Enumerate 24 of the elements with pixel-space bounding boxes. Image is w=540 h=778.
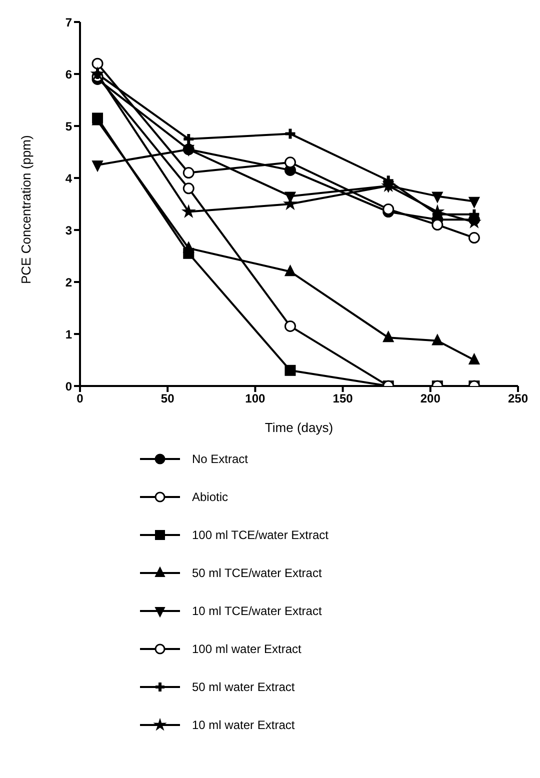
y-tick-label: 1: [65, 327, 72, 342]
legend-label: No Extract: [192, 452, 248, 466]
x-tick-label: 100: [245, 392, 266, 406]
x-tick-label: 0: [76, 392, 84, 406]
legend-label: 50 ml water Extract: [192, 680, 295, 694]
legend-label: 100 ml water Extract: [192, 642, 302, 656]
y-axis-title: PCE Concentration (ppm): [18, 135, 34, 284]
y-tick-label: 2: [65, 275, 72, 290]
legend-label: 10 ml water Extract: [192, 718, 295, 732]
x-tick-label: 50: [160, 392, 175, 406]
y-tick-label: 4: [65, 171, 72, 186]
x-tick-label: 250: [508, 392, 528, 406]
legend-label: Abiotic: [192, 490, 228, 504]
legend-label: 50 ml TCE/water Extract: [192, 566, 322, 580]
legend-label: 100 ml TCE/water Extract: [192, 528, 328, 542]
y-tick-label: 6: [65, 67, 72, 82]
x-axis-title: Time (days): [264, 420, 334, 435]
y-tick-label: 0: [65, 379, 72, 394]
y-tick-label: 5: [65, 119, 72, 134]
y-tick-label: 3: [65, 223, 72, 238]
y-tick-label: 7: [65, 15, 72, 30]
legend-label: 10 ml TCE/water Extract: [192, 604, 322, 618]
x-tick-label: 200: [420, 392, 441, 406]
x-tick-label: 150: [332, 392, 354, 406]
